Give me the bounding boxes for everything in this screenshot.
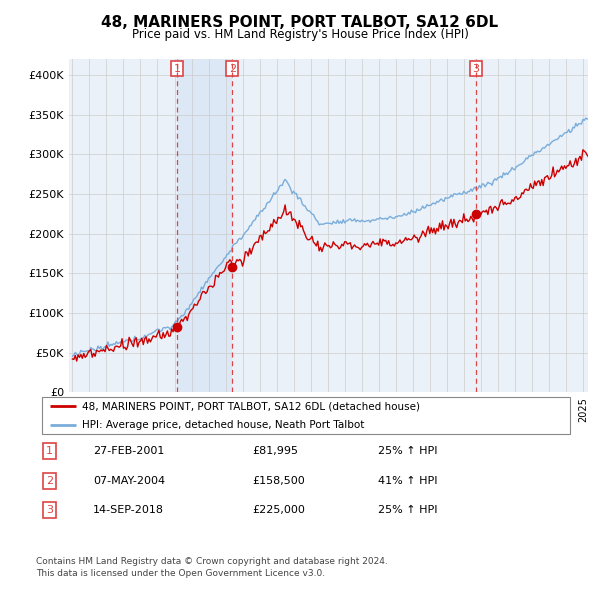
- Text: 2: 2: [46, 476, 53, 486]
- Text: 07-MAY-2004: 07-MAY-2004: [93, 476, 165, 486]
- Text: 25% ↑ HPI: 25% ↑ HPI: [378, 506, 437, 515]
- Bar: [177, 59, 232, 392]
- Text: HPI: Average price, detached house, Neath Port Talbot: HPI: Average price, detached house, Neat…: [82, 419, 364, 430]
- FancyBboxPatch shape: [42, 397, 570, 434]
- Text: Contains HM Land Registry data © Crown copyright and database right 2024.: Contains HM Land Registry data © Crown c…: [36, 557, 388, 566]
- Text: 3: 3: [472, 64, 479, 74]
- Text: 48, MARINERS POINT, PORT TALBOT, SA12 6DL (detached house): 48, MARINERS POINT, PORT TALBOT, SA12 6D…: [82, 401, 419, 411]
- Text: 25% ↑ HPI: 25% ↑ HPI: [378, 447, 437, 456]
- Text: 41% ↑ HPI: 41% ↑ HPI: [378, 476, 437, 486]
- Text: Price paid vs. HM Land Registry's House Price Index (HPI): Price paid vs. HM Land Registry's House …: [131, 28, 469, 41]
- Text: £158,500: £158,500: [252, 476, 305, 486]
- Text: This data is licensed under the Open Government Licence v3.0.: This data is licensed under the Open Gov…: [36, 569, 325, 578]
- Text: 2: 2: [229, 64, 236, 74]
- Text: 27-FEB-2001: 27-FEB-2001: [93, 447, 164, 456]
- Text: 1: 1: [173, 64, 181, 74]
- Text: 3: 3: [46, 506, 53, 515]
- Text: £81,995: £81,995: [252, 447, 298, 456]
- Text: 14-SEP-2018: 14-SEP-2018: [93, 506, 164, 515]
- Text: 48, MARINERS POINT, PORT TALBOT, SA12 6DL: 48, MARINERS POINT, PORT TALBOT, SA12 6D…: [101, 15, 499, 30]
- Text: £225,000: £225,000: [252, 506, 305, 515]
- Text: 1: 1: [46, 447, 53, 456]
